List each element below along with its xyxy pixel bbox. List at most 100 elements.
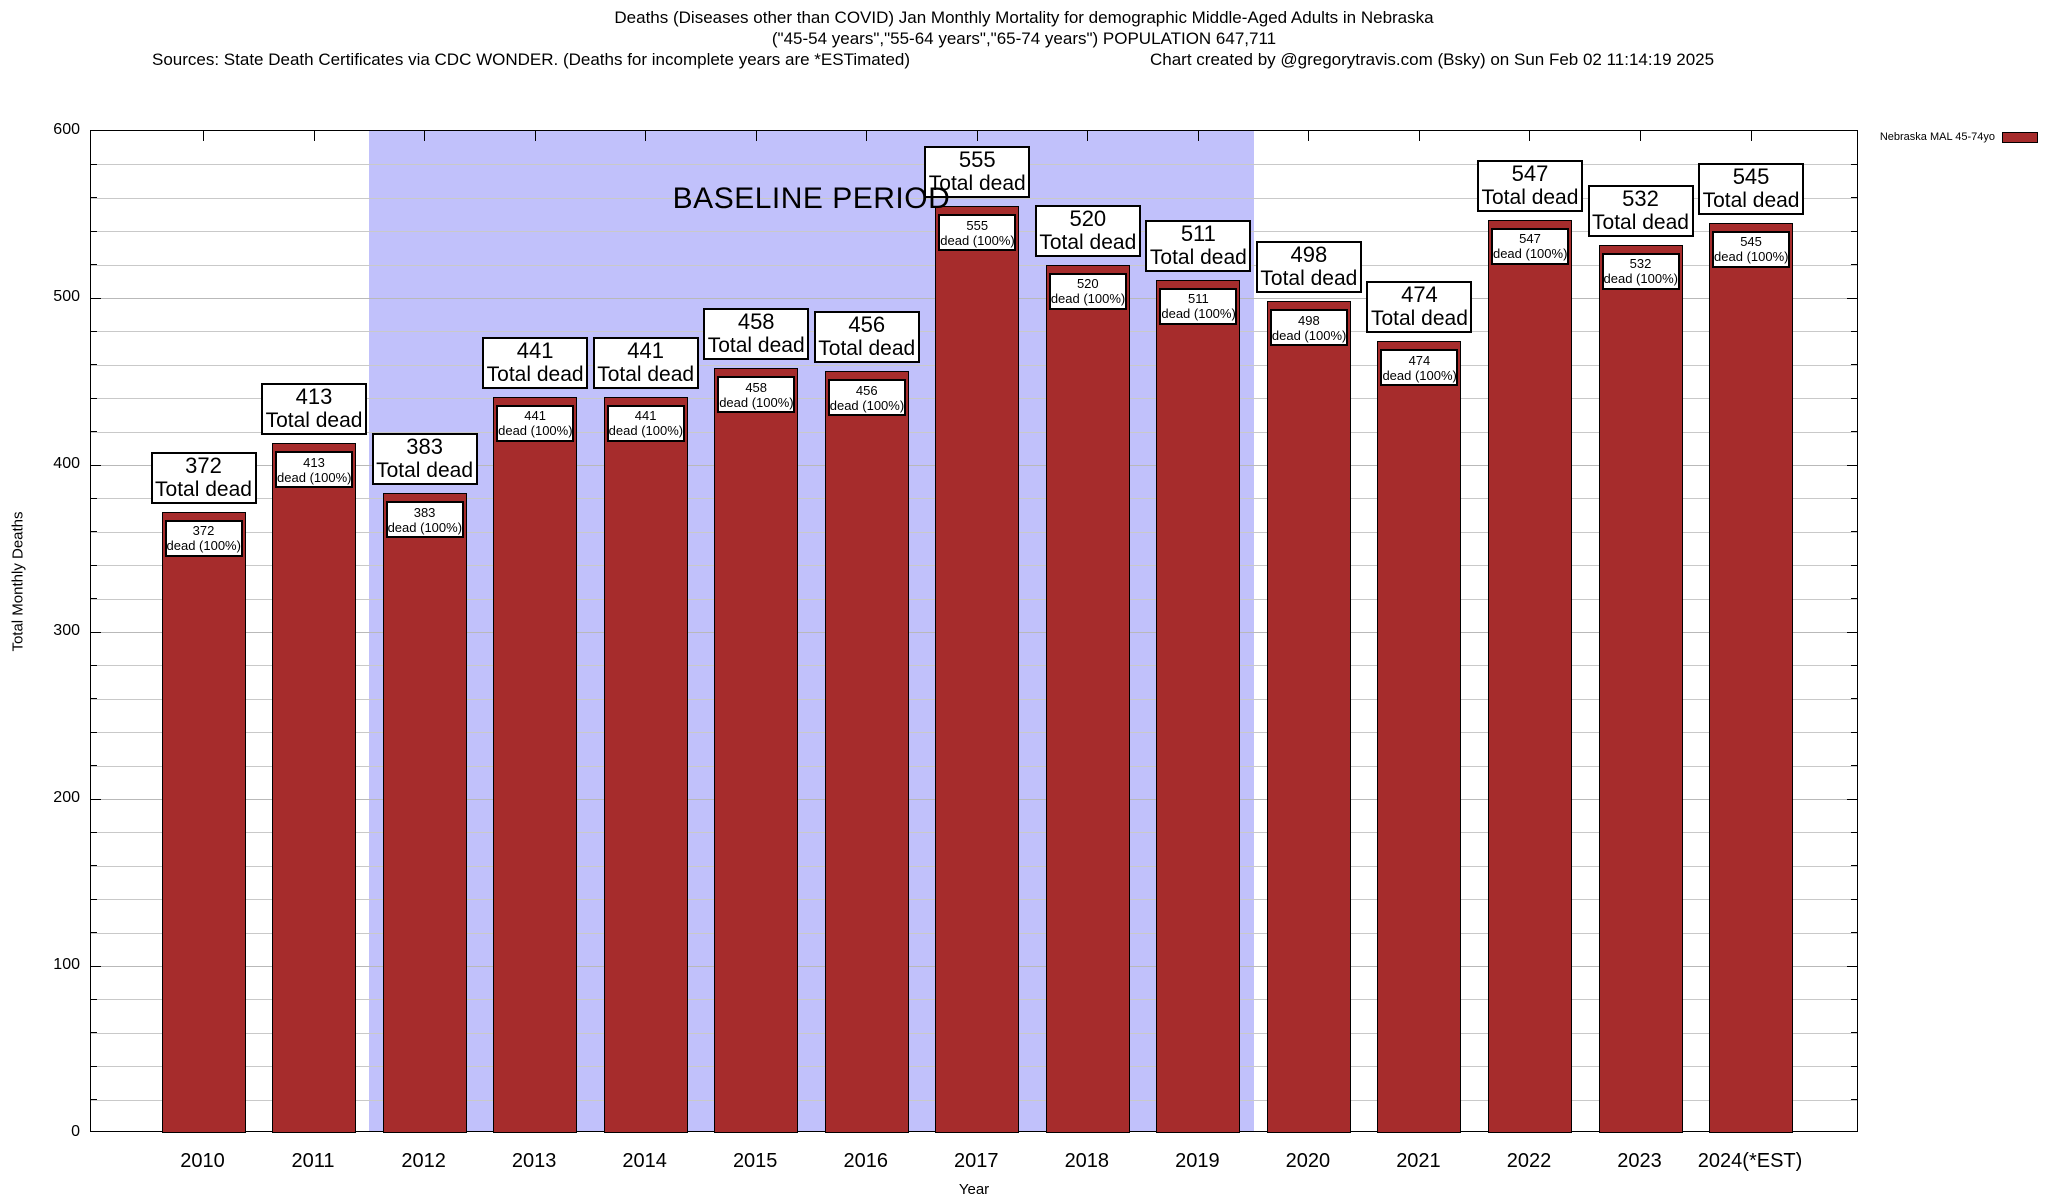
bar-outer-label-2020: 498 Total dead [1255,241,1362,294]
x-tick-label-2014: 2014 [622,1150,667,1172]
bar-outer-value: 511 [1180,220,1216,246]
bar-inner-value: 520 [1076,276,1099,292]
y-minortick-left [91,330,97,332]
x-tick-label-2024(*EST): 2024(*EST) [1697,1150,1803,1172]
x-tick-label-2020: 2020 [1285,1150,1331,1172]
y-minortick-right [1851,731,1857,733]
bar-inner-value: 511 [1187,291,1209,307]
x-tick-label-2011: 2011 [291,1150,335,1172]
bar-outer-caption: Total dead [597,362,695,386]
y-tick-label-200: 200 [53,789,80,806]
bar-outer-label-2015: 458 Total dead [703,308,810,361]
x-tick-label-2010: 2010 [180,1150,225,1172]
y-minortick-right [1851,330,1857,332]
bar-2022: 547 dead (100%) [1487,219,1572,1133]
bar-inner-value: 383 [413,504,436,520]
x-tick-label-2017: 2017 [954,1150,999,1172]
y-minortick-left [91,698,97,700]
y-minortick-right [1851,163,1857,165]
bar-outer-caption: Total dead [1149,245,1247,269]
bar-inner-value: 474 [1408,352,1431,368]
y-minortick-right [1851,1065,1857,1067]
bar-outer-caption: Total dead [1370,307,1468,331]
y-minortick-left [91,865,97,867]
y-minortick-right [1851,564,1857,566]
y-minortick-right [1851,397,1857,399]
y-tick-label-500: 500 [53,288,80,305]
y-minortick-right [1851,664,1857,666]
bar-outer-caption: Total dead [1481,185,1579,209]
bar-inner-label-2013: 441 dead (100%) [496,404,575,442]
y-minortick-left [91,765,97,767]
bar-2017: 555 dead (100%) [935,206,1020,1133]
y-minortick-right [1851,197,1857,199]
bar-outer-value: 520 [1069,205,1107,231]
bar-outer-value: 456 [848,312,886,338]
y-minortick-right [1851,932,1857,934]
y-minortick-left [91,898,97,900]
x-tick-top [1087,131,1089,141]
bar-outer-value: 474 [1401,282,1438,308]
bar-2018: 520 dead (100%) [1045,264,1130,1133]
y-minortick-left [91,197,97,199]
bar-outer-value: 413 [295,384,333,410]
credit-note: Chart created by @gregorytravis.com (Bsk… [1150,50,1715,69]
y-minortick-right [1851,364,1857,366]
y-tick-left [91,297,101,299]
y-minortick-right [1851,765,1857,767]
bar-inner-caption: dead (100%) [1382,367,1457,383]
bar-outer-label-2019: 511 Total dead [1145,219,1252,272]
y-minortick-right [1851,865,1857,867]
legend-color-swatch-icon [2002,131,2038,143]
bar-2010: 372 dead (100%) [161,511,246,1133]
y-tick-right [1847,631,1857,633]
bar-inner-value: 441 [524,408,546,424]
bar-inner-label-2017: 555 dead (100%) [938,214,1017,252]
bar-inner-label-2016: 456 dead (100%) [827,379,906,417]
x-tick-top [1418,131,1420,141]
bar-inner-label-2019: 511 dead (100%) [1159,287,1238,325]
bar-inner-label-2023: 532 dead (100%) [1601,252,1680,290]
x-tick-label-2016: 2016 [843,1150,888,1172]
bar-2021: 474 dead (100%) [1377,341,1462,1133]
bar-outer-label-2010: 372 Total dead [150,451,257,504]
bar-inner-caption: dead (100%) [1714,249,1789,265]
y-minortick-right [1851,431,1857,433]
x-tick-top [1529,131,1531,141]
y-minortick-left [91,664,97,666]
y-tick-left [91,464,101,466]
bar-outer-value: 372 [185,452,222,478]
bar-outer-caption: Total dead [928,172,1026,196]
bar-outer-caption: Total dead [1039,230,1137,254]
bar-2015: 458 dead (100%) [714,368,799,1133]
bar-inner-label-2021: 474 dead (100%) [1380,349,1459,387]
y-minortick-left [91,497,97,499]
y-minortick-left [91,1065,97,1067]
bar-inner-caption: dead (100%) [608,423,684,439]
y-minortick-left [91,831,97,833]
bar-inner-caption: dead (100%) [498,423,573,439]
x-tick-top [645,131,647,141]
x-tick-top [534,131,536,141]
y-minortick-left [91,998,97,1000]
bar-inner-label-2018: 520 dead (100%) [1048,272,1127,310]
bar-outer-value: 532 [1622,185,1659,211]
y-minortick-right [1851,497,1857,499]
y-minortick-left [91,230,97,232]
chart-title-line2: ("45-54 years","55-64 years","65-74 year… [771,29,1277,48]
x-tick-label-2018: 2018 [1064,1150,1110,1172]
bar-inner-caption: dead (100%) [1050,291,1126,307]
y-minortick-left [91,598,97,600]
bar-outer-value: 498 [1290,242,1328,268]
y-tick-right [1847,798,1857,800]
bar-inner-value: 413 [303,454,325,470]
x-tick-top [424,131,426,141]
bar-inner-caption: dead (100%) [1161,306,1236,322]
x-tick-label-2023: 2023 [1617,1150,1662,1172]
bar-outer-label-2013: 441 Total dead [482,336,589,389]
bar-outer-label-2022: 547 Total dead [1476,159,1583,212]
bar-inner-label-2014: 441 dead (100%) [606,404,685,442]
x-tick-top [1308,131,1310,141]
bar-outer-label-2014: 441 Total dead [592,336,699,389]
x-tick-label-2022: 2022 [1506,1150,1552,1172]
